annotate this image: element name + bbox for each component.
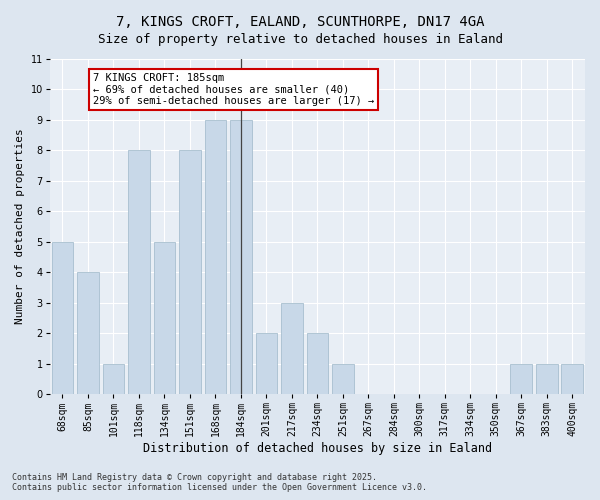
Bar <box>511 364 532 394</box>
Bar <box>103 364 124 394</box>
Bar <box>77 272 99 394</box>
Bar <box>536 364 557 394</box>
X-axis label: Distribution of detached houses by size in Ealand: Distribution of detached houses by size … <box>143 442 492 455</box>
Bar <box>281 303 303 394</box>
Text: 7, KINGS CROFT, EALAND, SCUNTHORPE, DN17 4GA: 7, KINGS CROFT, EALAND, SCUNTHORPE, DN17… <box>116 15 484 29</box>
Text: 7 KINGS CROFT: 185sqm
← 69% of detached houses are smaller (40)
29% of semi-deta: 7 KINGS CROFT: 185sqm ← 69% of detached … <box>93 72 374 106</box>
Text: Size of property relative to detached houses in Ealand: Size of property relative to detached ho… <box>97 32 503 46</box>
Bar <box>307 334 328 394</box>
Bar <box>230 120 252 394</box>
Bar <box>205 120 226 394</box>
Bar <box>179 150 201 394</box>
Bar <box>52 242 73 394</box>
Bar <box>128 150 150 394</box>
Text: Contains HM Land Registry data © Crown copyright and database right 2025.
Contai: Contains HM Land Registry data © Crown c… <box>12 473 427 492</box>
Bar <box>154 242 175 394</box>
Y-axis label: Number of detached properties: Number of detached properties <box>15 128 25 324</box>
Bar <box>256 334 277 394</box>
Bar <box>562 364 583 394</box>
Bar <box>332 364 353 394</box>
